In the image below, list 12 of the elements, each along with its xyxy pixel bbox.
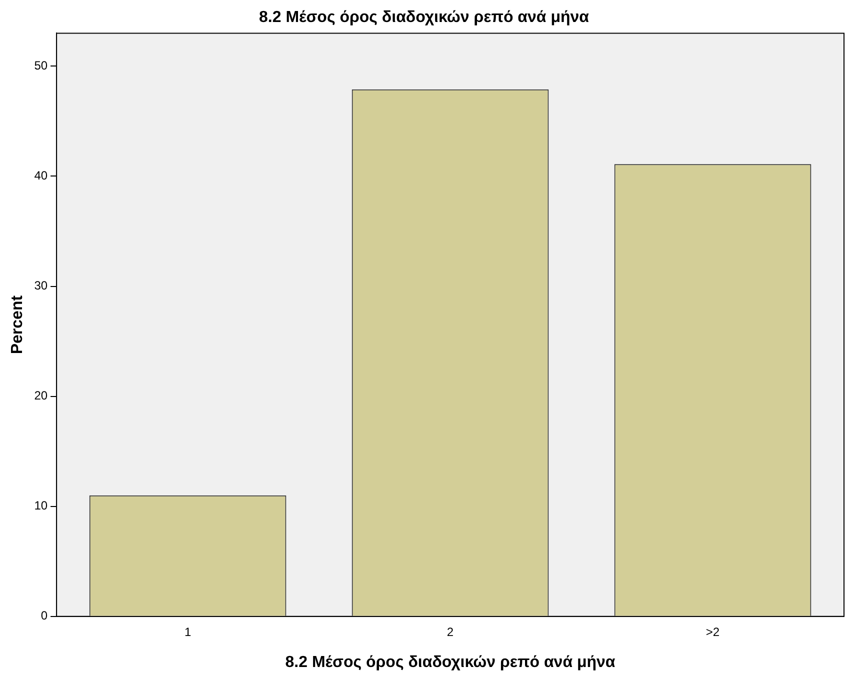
x-tick-label: 2 [446,624,454,639]
y-tick-label: 0 [40,608,48,623]
y-tick-label: 50 [34,58,48,73]
y-tick-label: 30 [34,278,48,293]
y-tick-label: 20 [34,388,48,403]
x-axis-title: 8.2 Μέσος όρος διαδοχικών ρεπό ανά μήνα [285,654,616,671]
y-tick-label: 10 [34,498,48,513]
x-tick-label: 1 [184,624,192,639]
y-axis-title: Percent [9,294,26,354]
y-tick-label: 40 [34,168,48,183]
x-tick-label: >2 [706,624,720,639]
chart-title: 8.2 Μέσος όρος διαδοχικών ρεπό ανά μήνα [259,9,590,26]
